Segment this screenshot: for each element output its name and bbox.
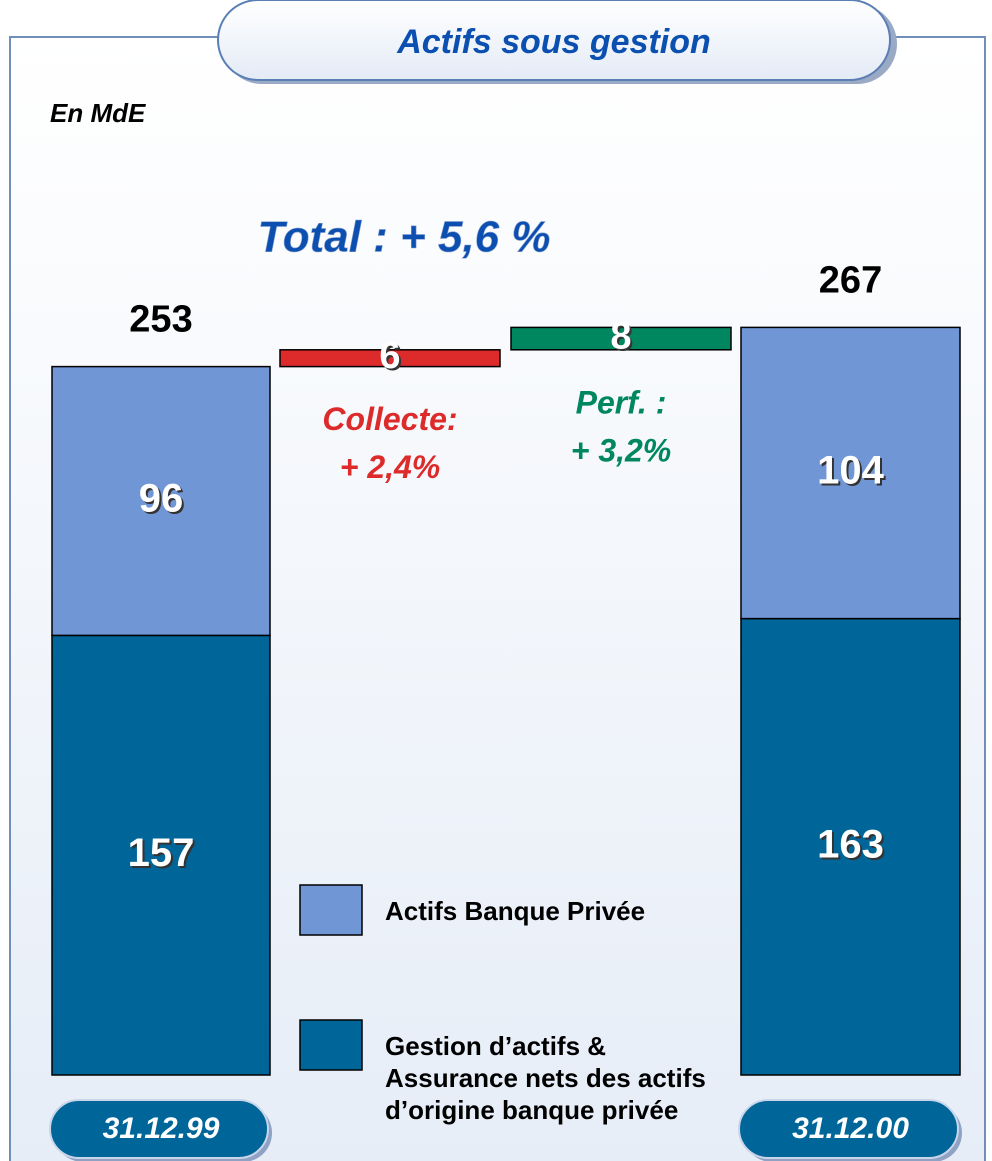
bar-segment xyxy=(51,634,271,1076)
change-name: Perf. : xyxy=(576,384,667,420)
total-label: 253 xyxy=(129,299,192,341)
value-label-shadow: 96 xyxy=(141,479,186,523)
change-label-shadow: 6 xyxy=(381,337,402,379)
value-label: 163 xyxy=(817,822,884,866)
change-note: + 3,2% xyxy=(571,432,672,468)
title-pill xyxy=(217,0,891,81)
bar-segment xyxy=(740,617,961,1076)
change-label: 6 xyxy=(379,335,400,377)
value-label: 157 xyxy=(128,831,195,875)
change-label: 8 xyxy=(610,316,631,358)
bar-segment xyxy=(740,326,961,620)
chart-title: Actifs sous gestion xyxy=(396,23,711,61)
value-label-shadow: 163 xyxy=(819,824,886,868)
change-label-shadow: 8 xyxy=(612,318,633,360)
subtitle: Total : + 5,6 % xyxy=(257,213,550,262)
x-tick-label: 31.12.00 xyxy=(792,1112,909,1145)
change-bar xyxy=(279,349,501,368)
date-pill xyxy=(49,1099,269,1159)
total-label: 267 xyxy=(819,259,882,301)
legend-label: Gestion d’actifs & Assurance nets des ac… xyxy=(385,1031,706,1125)
value-label-shadow: 104 xyxy=(819,451,886,495)
value-label-shadow: 157 xyxy=(130,833,197,877)
x-tick-label: 31.12.99 xyxy=(103,1112,220,1145)
date-pill xyxy=(738,1099,959,1159)
unit-label: En MdE xyxy=(50,98,146,128)
change-name: Collecte: xyxy=(322,401,457,437)
legend-swatch xyxy=(299,884,363,936)
value-label: 96 xyxy=(139,477,184,521)
bar-segment xyxy=(51,365,271,637)
legend-label: Actifs Banque Privée xyxy=(385,896,646,926)
change-note: + 2,4% xyxy=(340,449,441,485)
legend-swatch xyxy=(299,1019,363,1071)
change-bar xyxy=(510,326,732,351)
value-label: 104 xyxy=(817,449,884,493)
